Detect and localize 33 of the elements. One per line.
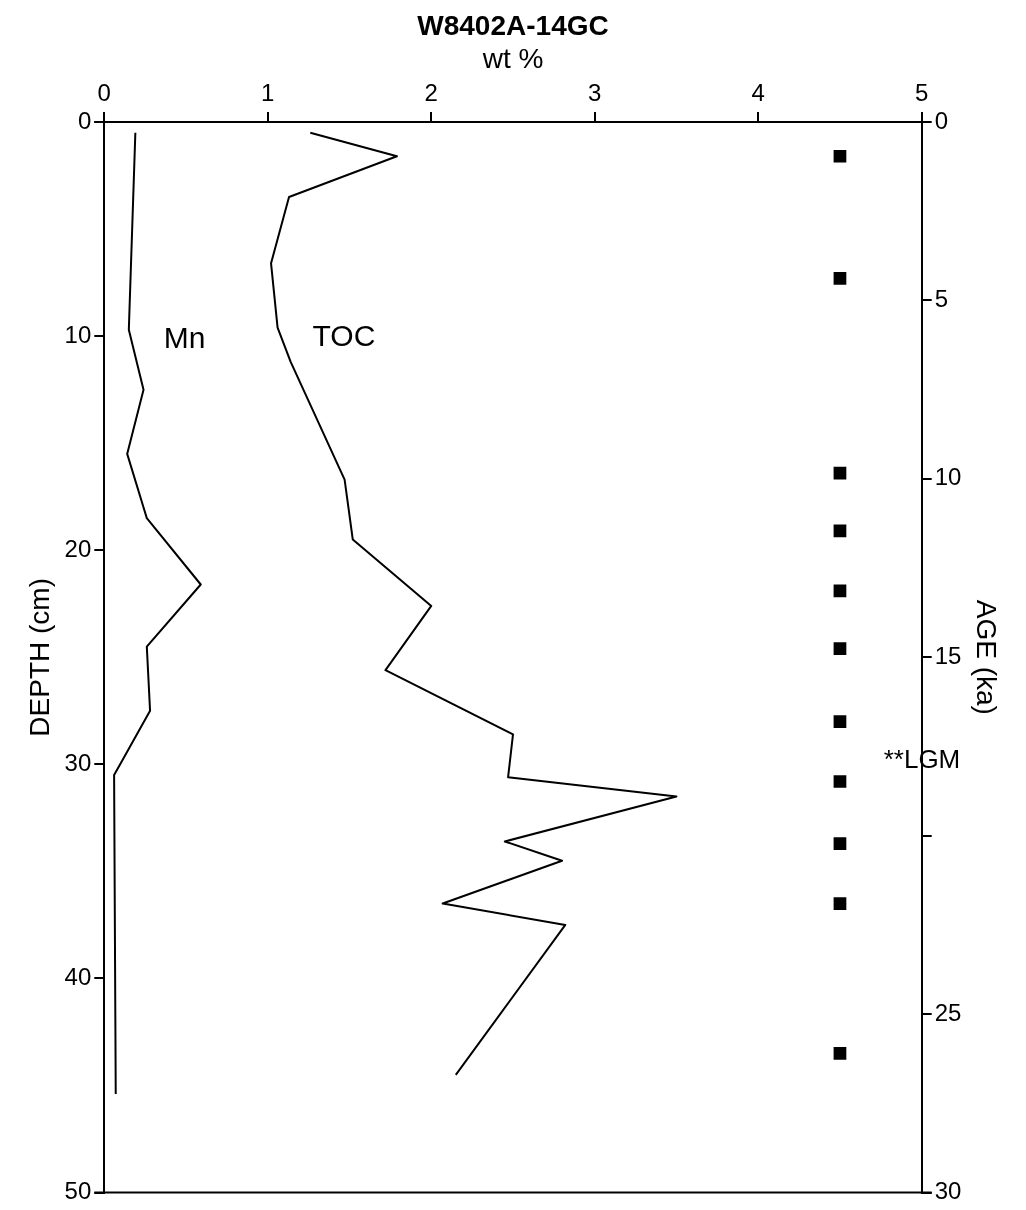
point (833, 149, 847, 163)
point (833, 466, 847, 480)
series-label: TOC (312, 318, 376, 352)
point (833, 837, 847, 850)
point (833, 715, 847, 728)
y2-tick-label: 10 (934, 463, 962, 491)
y-axis-title: DEPTH (cm) (23, 577, 55, 737)
point (833, 775, 847, 788)
x-tick-label: 5 (915, 79, 929, 107)
point (833, 897, 847, 910)
x-tick-label: 4 (751, 79, 765, 107)
y-tick-label: 10 (64, 320, 92, 348)
x-tick-label: 0 (97, 79, 111, 107)
x-axis-title: wt % (481, 43, 544, 75)
point (833, 642, 847, 656)
y-tick-label: 0 (77, 106, 92, 134)
y-tick-label: 40 (64, 963, 92, 991)
y2-tick-label: 15 (934, 641, 962, 669)
y2-axis-title: AGE (ka) (971, 599, 1003, 715)
point (833, 271, 847, 285)
point (833, 1047, 847, 1060)
series-label: Mn (163, 320, 206, 354)
y2-tick-label: 5 (934, 285, 949, 313)
y2-tick-label: 25 (934, 998, 962, 1026)
y2-tick-label: 0 (934, 106, 949, 134)
y-tick-label: 30 (64, 748, 92, 776)
x-tick-label: 1 (261, 79, 275, 107)
chart-title: W8402A-14GC (417, 9, 609, 41)
y-tick-label: 20 (64, 534, 92, 562)
y2-tick-label: 30 (934, 1177, 962, 1205)
x-tick-label: 2 (424, 79, 438, 107)
x-tick-label: 3 (588, 79, 602, 107)
y-tick-label: 50 (64, 1177, 92, 1205)
